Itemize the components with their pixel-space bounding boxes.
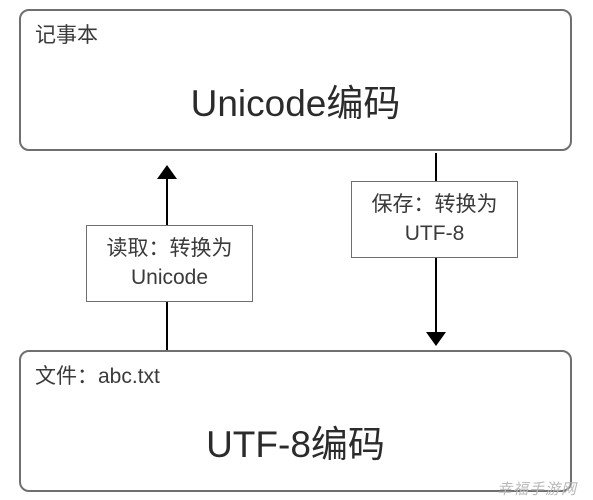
box-notepad-main: Unicode编码 [21,73,570,127]
label-read: 读取：转换为 Unicode [86,225,253,302]
box-notepad-title: 记事本 [35,19,98,49]
label-read-text: 读取：转换为 Unicode [107,235,233,292]
arrow-down-head [426,332,446,346]
label-save-line1: 保存：转换为 [372,193,498,216]
label-read-line1: 读取：转换为 [107,237,233,260]
label-save-text: 保存：转换为 UTF-8 [372,191,498,248]
box-file: 文件：abc.txt UTF-8编码 [19,350,572,492]
label-save: 保存：转换为 UTF-8 [351,181,518,258]
label-read-line2: Unicode [131,266,208,289]
box-notepad: 记事本 Unicode编码 [19,9,572,151]
label-save-line2: UTF-8 [405,222,465,245]
box-file-main: UTF-8编码 [21,414,570,468]
arrow-up-head [157,165,177,179]
diagram-canvas: 记事本 Unicode编码 文件：abc.txt UTF-8编码 读取：转换为 … [0,0,593,500]
watermark-text: 幸福手游网 [497,478,577,499]
box-file-title: 文件：abc.txt [35,360,160,390]
